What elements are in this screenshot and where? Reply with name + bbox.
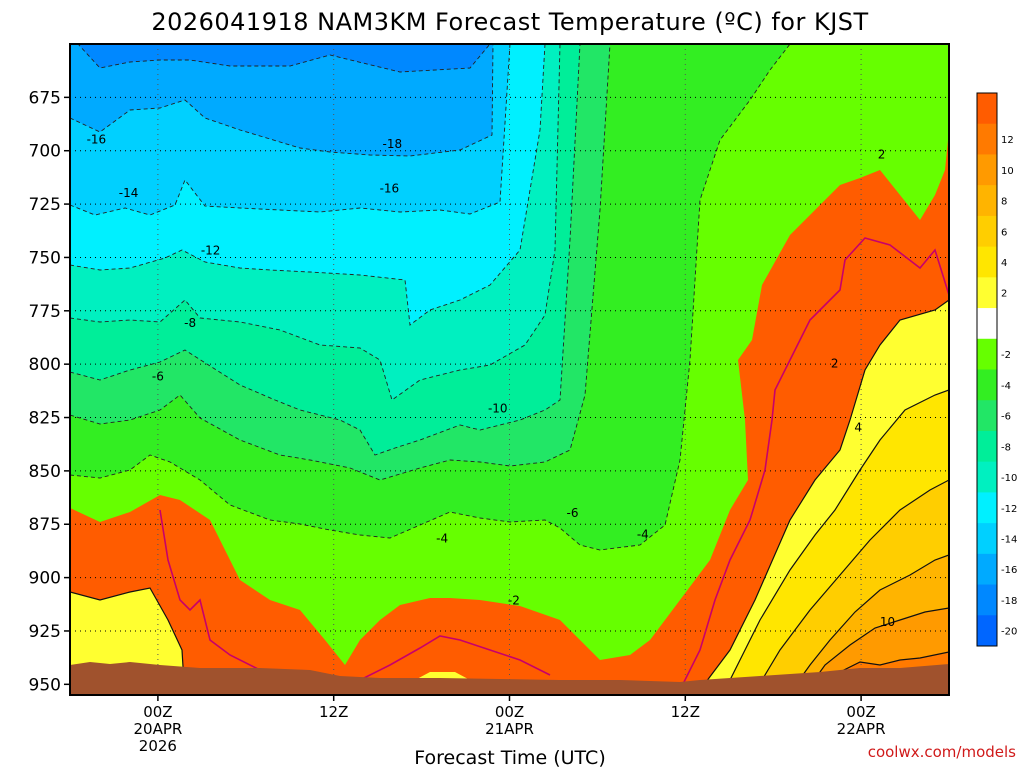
contour-label: -4 xyxy=(637,527,649,541)
contour-line-positive xyxy=(802,607,949,695)
x-tick-label: 12Z xyxy=(671,703,700,721)
chart-title: 2026041918 NAM3KM Forecast Temperature (… xyxy=(151,8,868,36)
contour-line-negative xyxy=(70,44,949,401)
contour-line-negative xyxy=(70,44,949,551)
colorbar-label: -2 xyxy=(1001,350,1011,361)
colorbar-label: 12 xyxy=(1001,135,1014,146)
y-tick-label: 825 xyxy=(29,409,61,429)
y-tick-label: 850 xyxy=(29,462,61,482)
contour-label: -16 xyxy=(380,182,400,196)
colorbar-swatch xyxy=(977,400,997,432)
contour-line-positive xyxy=(787,554,949,695)
contour-label: -8 xyxy=(184,316,196,330)
y-tick-label: 925 xyxy=(29,622,61,642)
contour-label: -4 xyxy=(436,532,448,546)
colorbar-label: -14 xyxy=(1001,534,1017,545)
x-tick-label: 21APR xyxy=(485,720,534,738)
colorbar-label: -8 xyxy=(1001,442,1011,453)
colorbar-swatch xyxy=(977,215,997,248)
colorbar-label: -16 xyxy=(1001,565,1017,576)
contour-label: 10 xyxy=(880,615,895,629)
x-tick-label: 20APR xyxy=(133,720,182,738)
contour-line-negative xyxy=(70,44,949,157)
contour-label: 2 xyxy=(831,357,839,371)
colorbar-swatch xyxy=(977,154,997,186)
contour-label: -2 xyxy=(508,594,520,608)
colorbar-swatch xyxy=(977,246,997,278)
x-tick-label: 2026 xyxy=(139,737,177,755)
x-tick-label: 12Z xyxy=(319,703,348,721)
colorbar-swatch xyxy=(977,615,997,647)
colorbar-label: -4 xyxy=(1001,381,1011,392)
contour-label: -18 xyxy=(382,137,402,151)
contour-label: -10 xyxy=(488,401,508,415)
contour-label: -6 xyxy=(567,506,579,520)
x-tick-label: 00Z xyxy=(143,703,172,721)
colorbar-label: 10 xyxy=(1001,166,1014,177)
colorbar-swatch xyxy=(977,308,997,340)
colorbar-swatch xyxy=(977,584,997,616)
colorbar-swatch xyxy=(977,369,997,401)
colorbar-swatch xyxy=(977,185,997,217)
colorbar-label: 8 xyxy=(1001,197,1007,208)
y-tick-label: 775 xyxy=(29,302,61,322)
y-tick-label: 725 xyxy=(29,195,61,215)
colorbar-label: 4 xyxy=(1001,258,1007,269)
contour-line-negative xyxy=(70,44,949,216)
colorbar-swatch xyxy=(977,553,997,586)
colorbar-swatch xyxy=(977,461,997,493)
colorbar-label: -10 xyxy=(1001,473,1017,484)
contour-label: -14 xyxy=(119,186,139,200)
contour-line-zero xyxy=(359,635,551,681)
contour-line-negative xyxy=(70,44,949,456)
y-tick-label: 900 xyxy=(29,569,61,589)
x-axis-label: Forecast Time (UTC) xyxy=(414,747,605,768)
colorbar-swatch xyxy=(977,123,997,155)
colorbar-swatch xyxy=(977,338,997,370)
colorbar-label: -18 xyxy=(1001,596,1017,607)
colorbar-label: -6 xyxy=(1001,412,1011,423)
y-tick-label: 800 xyxy=(29,355,61,375)
y-tick-label: 750 xyxy=(29,248,61,268)
colorbar-label: -20 xyxy=(1001,627,1017,638)
x-tick-label: 22APR xyxy=(837,720,886,738)
ground-terrain xyxy=(70,662,949,695)
colorbar-swatch xyxy=(977,93,997,125)
contour-line-zero xyxy=(159,509,291,681)
credit-text: coolwx.com/models xyxy=(868,743,1016,761)
contour-label: -6 xyxy=(152,369,164,383)
temperature-band xyxy=(70,130,949,695)
contour-line-negative xyxy=(70,44,949,326)
contour-label: 4 xyxy=(854,421,862,435)
y-tick-label: 700 xyxy=(29,142,61,162)
y-tick-label: 875 xyxy=(29,515,61,535)
contour-line-zero xyxy=(679,237,949,691)
x-tick-label: 00Z xyxy=(846,703,875,721)
contour-label: -16 xyxy=(87,133,107,147)
plot-area xyxy=(70,44,949,695)
x-tick-label: 00Z xyxy=(495,703,524,721)
contour-line-positive xyxy=(70,299,949,695)
colorbar-swatch xyxy=(977,492,997,524)
colorbar-swatch xyxy=(977,430,997,463)
y-tick-label: 675 xyxy=(29,88,61,108)
contour-label: 2 xyxy=(878,147,886,161)
colorbar-label: 2 xyxy=(1001,289,1007,300)
contour-label: -12 xyxy=(201,244,221,258)
colorbar-frame xyxy=(976,92,998,647)
y-tick-label: 950 xyxy=(29,675,61,695)
colorbar-label: 6 xyxy=(1001,227,1007,238)
contour-line-negative xyxy=(70,44,949,73)
colorbar-swatch xyxy=(977,523,997,555)
contour-line-positive xyxy=(752,479,949,695)
colorbar-swatch xyxy=(977,277,997,309)
colorbar-label: -12 xyxy=(1001,504,1017,515)
contour-line-negative xyxy=(70,44,949,481)
contour-line-positive xyxy=(721,389,949,695)
